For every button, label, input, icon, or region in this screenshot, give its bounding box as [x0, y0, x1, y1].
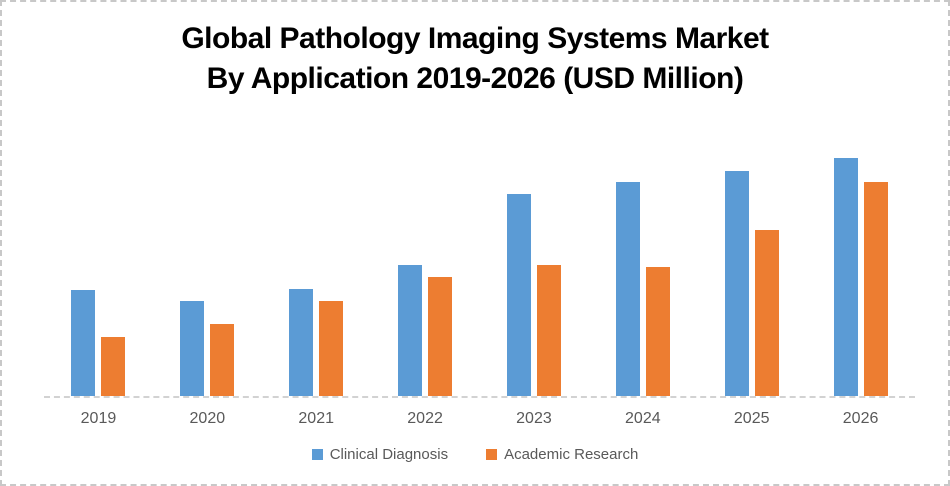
bar-group-2026 — [806, 132, 915, 396]
legend-item-academic-research: Academic Research — [486, 446, 638, 463]
x-axis-label-2022: 2022 — [407, 410, 443, 427]
bar-academic-research-2019 — [101, 337, 126, 396]
bar-group-2022 — [371, 132, 480, 396]
bar-clinical-diagnosis-2026 — [833, 158, 858, 396]
bar-academic-research-2022 — [428, 277, 453, 396]
bar-group-2024 — [588, 132, 697, 396]
bar-clinical-diagnosis-2023 — [506, 194, 531, 396]
bar-group-2020 — [153, 132, 262, 396]
x-axis-label-2024: 2024 — [625, 410, 661, 427]
x-axis-label-2021: 2021 — [298, 410, 334, 427]
x-axis-label-2023: 2023 — [516, 410, 552, 427]
bar-academic-research-2026 — [863, 182, 888, 396]
plot-area — [44, 132, 915, 398]
chart-title-line2: By Application 2019-2026 (USD Million) — [206, 61, 744, 95]
legend-label-clinical-diagnosis: Clinical Diagnosis — [329, 446, 449, 463]
bar-academic-research-2021 — [319, 301, 344, 396]
blue-legend-swatch-icon — [311, 449, 323, 460]
bar-clinical-diagnosis-2021 — [289, 289, 314, 396]
x-axis-label-2020: 2020 — [189, 410, 226, 427]
bar-group-2025 — [697, 132, 806, 396]
legend-label-academic-research: Academic Research — [504, 446, 639, 463]
chart-title: Global Pathology Imaging Systems Market … — [2, 19, 948, 98]
x-axis-label-2019: 2019 — [80, 410, 117, 427]
bar-group-2019 — [44, 132, 153, 396]
bar-academic-research-2023 — [536, 265, 561, 396]
x-axis-label-2025: 2025 — [733, 410, 770, 427]
legend: Clinical Diagnosis Academic Research — [2, 446, 948, 463]
bar-academic-research-2025 — [754, 230, 779, 396]
bar-clinical-diagnosis-2022 — [398, 265, 423, 396]
bar-group-2021 — [262, 132, 371, 396]
bar-clinical-diagnosis-2025 — [724, 171, 749, 396]
bar-academic-research-2024 — [645, 267, 670, 396]
bar-clinical-diagnosis-2024 — [615, 182, 640, 396]
bar-clinical-diagnosis-2019 — [71, 290, 96, 396]
chart-title-line1: Global Pathology Imaging Systems Market — [181, 22, 769, 55]
bar-clinical-diagnosis-2020 — [180, 301, 205, 396]
x-axis-labels: 2019 2020 2021 2022 2023 2024 2025 2026 — [44, 410, 915, 428]
legend-item-clinical-diagnosis: Clinical Diagnosis — [311, 446, 449, 463]
orange-legend-swatch-icon — [486, 449, 498, 460]
x-axis-label-2026: 2026 — [842, 410, 879, 427]
bar-academic-research-2020 — [210, 324, 235, 396]
bar-group-2023 — [480, 132, 589, 396]
